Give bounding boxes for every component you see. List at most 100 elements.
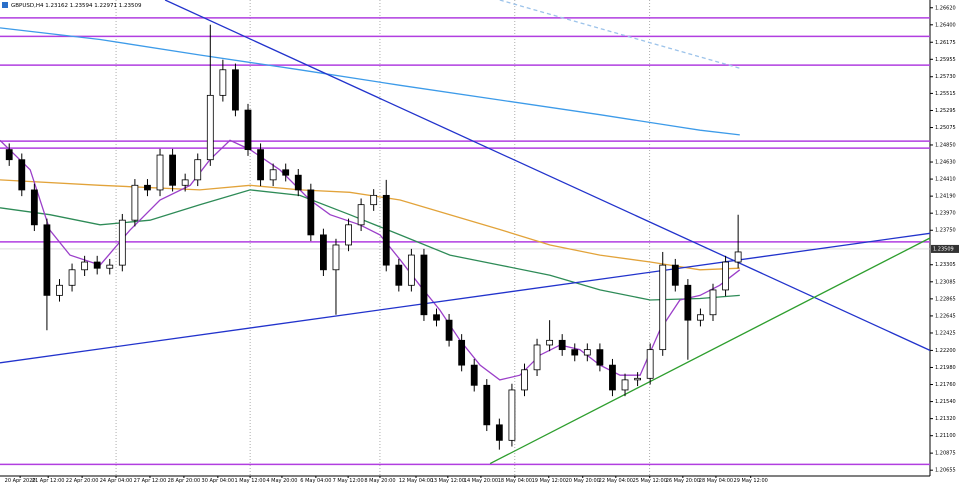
y-tick-label: 1.22200: [935, 348, 956, 354]
y-tick-label: 1.24410: [935, 177, 956, 183]
candle-body: [244, 109, 252, 151]
candle-body: [18, 159, 26, 191]
x-tick-label: 18 May 04:00: [498, 478, 532, 484]
y-tick-label: 1.26400: [935, 22, 956, 28]
y-tick-label: 1.24630: [935, 160, 956, 166]
candle-body: [646, 349, 654, 379]
candle-body: [621, 379, 629, 391]
candle-body: [93, 261, 101, 269]
candle-body: [118, 219, 126, 266]
overlay-line: [0, 27, 740, 136]
candle-body: [320, 234, 327, 271]
x-tick-label: 28 May 04:00: [699, 478, 733, 484]
y-tick-label: 1.20875: [935, 451, 956, 457]
overlay-line: [0, 179, 740, 271]
candle-body: [458, 339, 466, 366]
x-tick-label: 14 May 20:00: [464, 478, 498, 484]
last-price-label: 1.23509: [933, 246, 954, 252]
symbol-icon: [2, 2, 8, 8]
candle-body: [684, 284, 692, 321]
candle-body: [734, 251, 742, 263]
y-tick-label: 1.22645: [935, 313, 956, 319]
candle-body: [722, 261, 729, 291]
candle-body: [445, 319, 453, 341]
y-tick-label: 1.21100: [935, 433, 956, 439]
candle-body: [282, 169, 290, 176]
candle-body: [571, 349, 579, 356]
chart-title: GBPUSD,H4 1.23162 1.23594 1.22971 1.2350…: [11, 3, 142, 9]
candle-body: [68, 269, 76, 286]
x-tick-label: 19 May 12:00: [532, 478, 566, 484]
x-tick-label: 7 May 12:00: [333, 478, 364, 484]
candle-body: [407, 254, 415, 286]
candle-body: [206, 94, 214, 161]
y-tick-label: 1.25730: [935, 74, 956, 80]
y-tick-label: 1.26620: [935, 5, 956, 11]
candle-body: [181, 179, 189, 186]
y-tick-label: 1.24190: [935, 194, 956, 200]
candle-body: [131, 184, 139, 221]
y-tick-label: 1.23305: [935, 262, 956, 268]
x-tick-label: 25 May 12:00: [633, 478, 667, 484]
x-tick-label: 22 May 04:00: [599, 478, 633, 484]
x-tick-label: 6 May 04:00: [300, 478, 331, 484]
candle-body: [169, 154, 176, 186]
candle-body: [659, 264, 667, 351]
candle-body: [106, 264, 114, 269]
candle-body: [697, 314, 704, 321]
x-tick-label: 20 May 20:00: [566, 478, 600, 484]
y-tick-label: 1.21320: [935, 416, 956, 422]
x-tick-label: 4 May 20:00: [266, 478, 297, 484]
y-tick-label: 1.23970: [935, 211, 956, 217]
y-tick-label: 1.21540: [935, 399, 956, 405]
candle-body: [194, 159, 202, 181]
y-tick-label: 1.22865: [935, 296, 956, 302]
candle-body: [219, 69, 227, 96]
candle-body: [508, 389, 516, 441]
candle-body: [583, 349, 591, 356]
candle-body: [56, 284, 63, 296]
candle-body: [144, 184, 151, 191]
candle-body: [483, 384, 491, 426]
last-price-tag: [931, 244, 959, 253]
candle-body: [533, 344, 541, 371]
x-tick-label: 27 Apr 12:00: [134, 478, 167, 484]
candle-body: [232, 69, 239, 111]
candle-body: [609, 364, 616, 391]
x-tick-label: 1 May 12:00: [235, 478, 266, 484]
candle-body: [470, 364, 478, 386]
x-tick-label: 28 Apr 20:00: [168, 478, 201, 484]
candle-body: [43, 224, 51, 296]
y-tick-label: 1.23750: [935, 228, 956, 234]
candle-body: [495, 424, 503, 441]
x-tick-label: 29 May 12:00: [734, 478, 768, 484]
x-tick-label: 30 Apr 04:00: [202, 478, 235, 484]
y-tick-label: 1.25075: [935, 125, 956, 131]
y-tick-label: 1.21760: [935, 382, 956, 388]
y-tick-label: 1.26175: [935, 40, 956, 46]
candle-body: [546, 339, 554, 346]
overlay-line: [0, 232, 931, 364]
x-tick-label: 22 Apr 20:00: [66, 478, 99, 484]
y-tick-label: 1.25515: [935, 91, 956, 97]
candle-body: [521, 369, 528, 391]
overlay-line: [164, 0, 931, 351]
candle-body: [420, 254, 428, 316]
x-tick-label: 8 May 20:00: [364, 478, 395, 484]
y-tick-label: 1.22425: [935, 330, 956, 336]
candle-body: [370, 194, 378, 206]
candle-body: [634, 377, 641, 381]
x-tick-label: 20 Apr 2020: [5, 478, 36, 484]
candle-body: [307, 189, 315, 236]
candle-body: [382, 194, 390, 266]
candle-body: [709, 289, 717, 316]
candle-body: [332, 244, 340, 271]
y-tick-label: 1.20655: [935, 468, 956, 474]
candle-body: [294, 174, 302, 191]
overlay-line: [489, 237, 931, 465]
candle-body: [345, 224, 352, 246]
candle-body: [5, 149, 13, 161]
candle-body: [156, 154, 164, 191]
